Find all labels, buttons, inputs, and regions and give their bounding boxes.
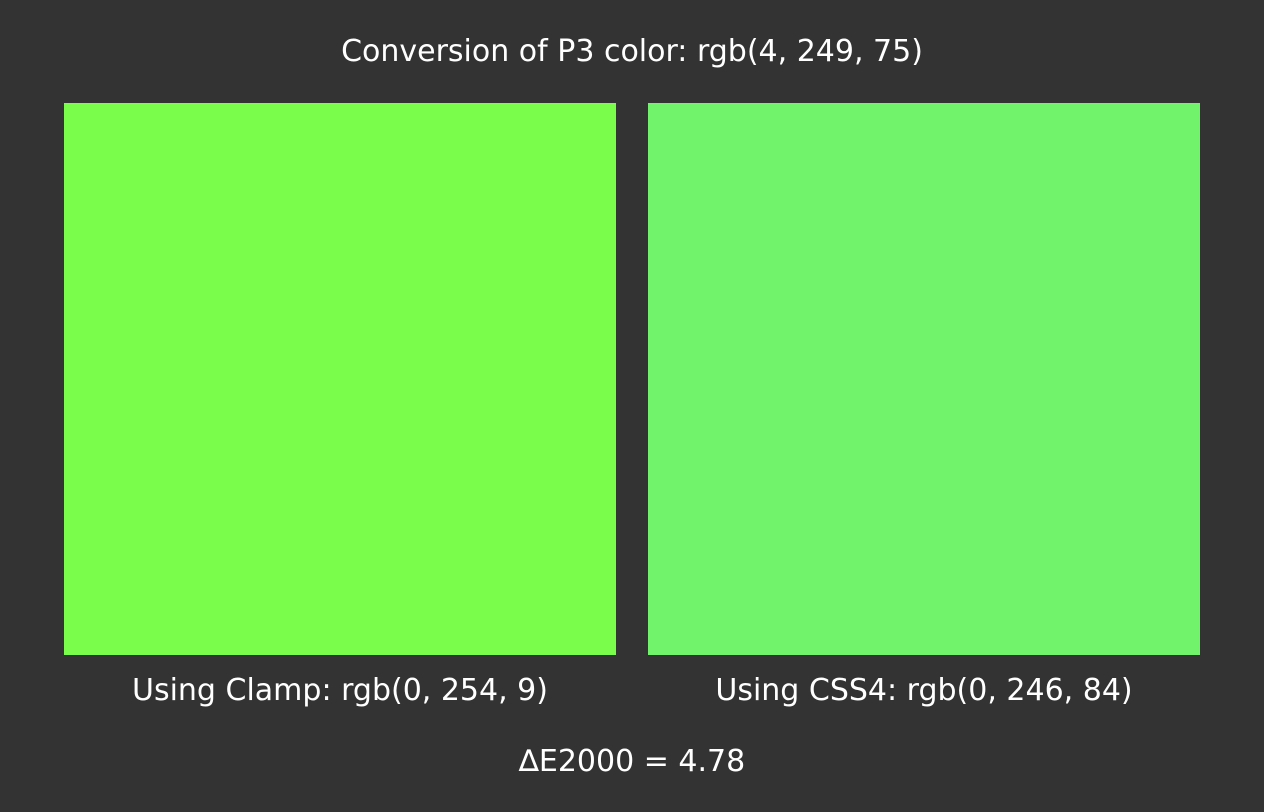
page-title: Conversion of P3 color: rgb(4, 249, 75): [341, 34, 923, 69]
css4-color-swatch: [648, 103, 1200, 655]
css4-caption: Using CSS4: rgb(0, 246, 84): [715, 673, 1133, 708]
clamp-color-swatch: [64, 103, 616, 655]
clamp-caption: Using Clamp: rgb(0, 254, 9): [132, 673, 548, 708]
delta-e-value: ∆E2000 = 4.78: [518, 744, 746, 779]
